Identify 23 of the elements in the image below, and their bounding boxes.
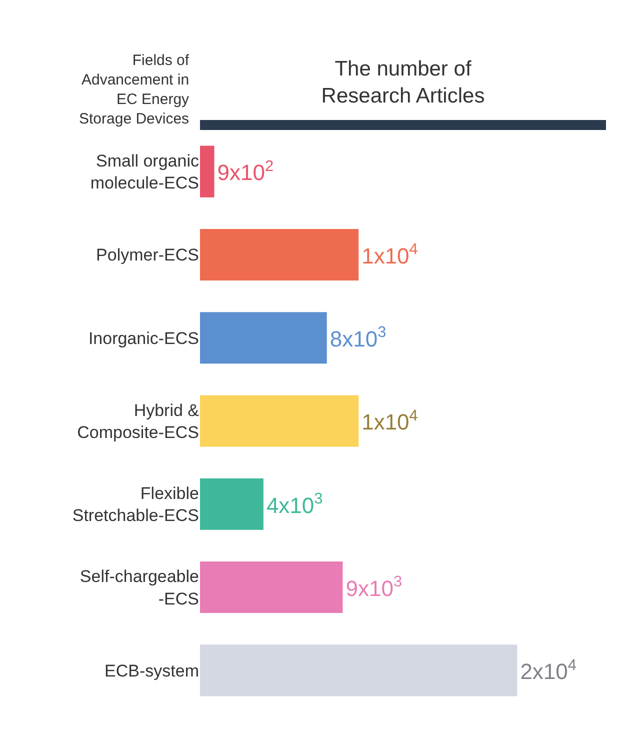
bar: [200, 228, 359, 280]
bar: [200, 478, 264, 530]
y-tick-label: Inorganic-ECS: [88, 328, 199, 348]
data-label: 9x10$^{2}$: [217, 158, 274, 186]
data-label: 2x10$^{4}$: [520, 656, 577, 684]
data-label: 9x10$^{3}$: [346, 574, 402, 601]
y-tick-label: ECB-system: [104, 661, 199, 680]
y-tick-label: Hybrid & Composite-ECS: [77, 400, 200, 442]
y-tick-label: Flexible Stretchable-ECS: [72, 484, 199, 526]
bar: [200, 312, 327, 364]
data-label: 4x10$^{3}$: [266, 490, 323, 518]
y-tick-label: Small organic molecule-ECS: [90, 151, 200, 193]
data-label: 1x10$^{4}$: [362, 241, 418, 268]
bar: [200, 146, 214, 198]
y-tick-label: Self-chargeable -ECS: [80, 567, 199, 608]
y-tick-label: Polymer-ECS: [96, 246, 199, 265]
data-label: 1x10$^{4}$: [362, 407, 418, 435]
x-axis-title: The number of Research Articles: [321, 57, 485, 108]
bar: [200, 395, 359, 447]
data-label: 8x10$^{3}$: [330, 324, 386, 352]
bar: [200, 644, 518, 696]
y-axis-title: Fields of Advancement in EC Energy Storage Devices: [79, 52, 190, 128]
bar: [200, 562, 343, 614]
